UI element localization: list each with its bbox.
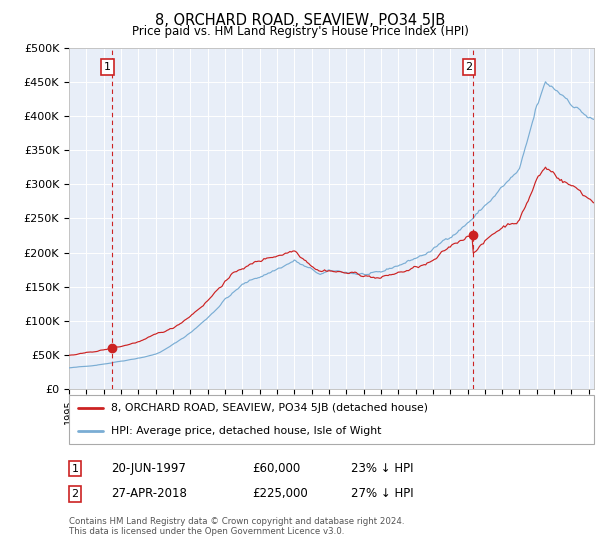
Text: 2: 2 — [71, 489, 79, 499]
Text: 23% ↓ HPI: 23% ↓ HPI — [351, 462, 413, 475]
Text: Contains HM Land Registry data © Crown copyright and database right 2024.: Contains HM Land Registry data © Crown c… — [69, 517, 404, 526]
Text: 27-APR-2018: 27-APR-2018 — [111, 487, 187, 501]
Text: This data is licensed under the Open Government Licence v3.0.: This data is licensed under the Open Gov… — [69, 528, 344, 536]
Text: 8, ORCHARD ROAD, SEAVIEW, PO34 5JB (detached house): 8, ORCHARD ROAD, SEAVIEW, PO34 5JB (deta… — [111, 403, 428, 413]
Text: 2: 2 — [466, 62, 472, 72]
Text: 8, ORCHARD ROAD, SEAVIEW, PO34 5JB: 8, ORCHARD ROAD, SEAVIEW, PO34 5JB — [155, 13, 445, 28]
Text: 20-JUN-1997: 20-JUN-1997 — [111, 462, 186, 475]
Text: £225,000: £225,000 — [252, 487, 308, 501]
Text: 1: 1 — [71, 464, 79, 474]
Text: HPI: Average price, detached house, Isle of Wight: HPI: Average price, detached house, Isle… — [111, 426, 382, 436]
Text: 1: 1 — [104, 62, 111, 72]
Text: Price paid vs. HM Land Registry's House Price Index (HPI): Price paid vs. HM Land Registry's House … — [131, 25, 469, 38]
Text: 27% ↓ HPI: 27% ↓ HPI — [351, 487, 413, 501]
Text: £60,000: £60,000 — [252, 462, 300, 475]
